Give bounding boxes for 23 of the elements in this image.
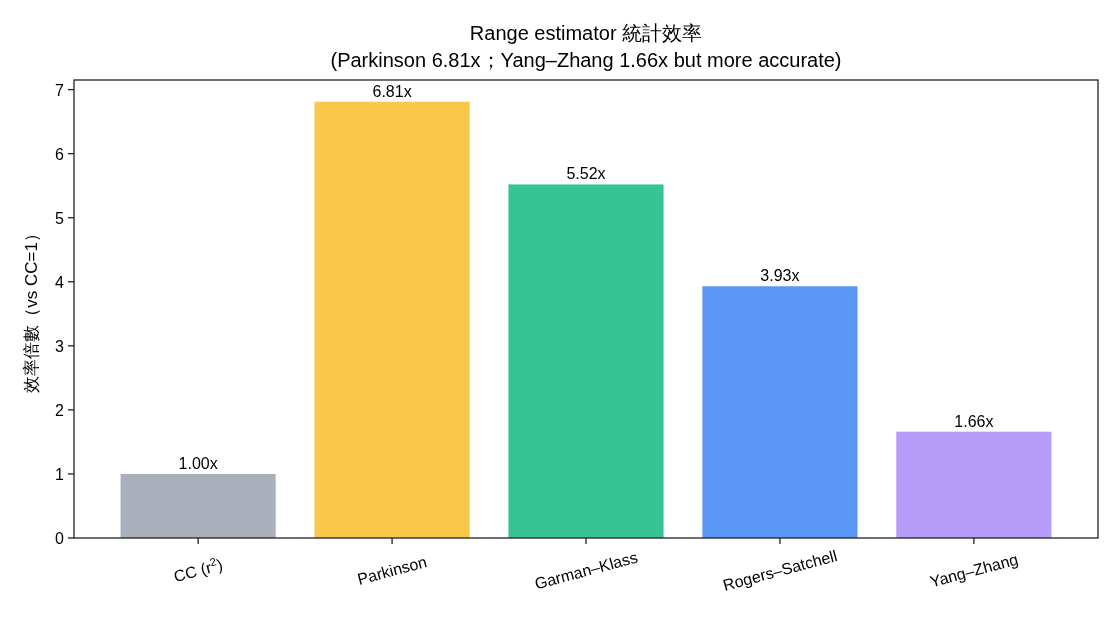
y-tick-label: 3: [55, 337, 65, 355]
x-tick-label: Parkinson: [355, 553, 429, 588]
data-label: 6.81x: [372, 82, 412, 100]
y-tick-label: 0: [55, 530, 65, 547]
x-tick-label: CC (r$^{2}$): [172, 555, 225, 586]
data-label: 3.93x: [760, 267, 800, 285]
y-tick-label: 4: [55, 273, 65, 291]
bar: [508, 184, 664, 538]
bar: [896, 431, 1052, 538]
y-tick-label: 5: [55, 209, 65, 227]
chart-title: Range estimator 統計效率: [469, 22, 703, 44]
data-label: 1.66x: [954, 412, 994, 430]
y-tick-label: 1: [55, 465, 65, 483]
bar: [314, 101, 470, 538]
bar: [702, 286, 858, 538]
chart-subtitle: (Parkinson 6.81x；Yang–Zhang 1.66x but more accurate): [330, 49, 842, 71]
data-label: 1.00x: [178, 454, 218, 472]
y-tick-label: 7: [55, 81, 65, 99]
bar: [120, 473, 276, 538]
data-label: 5.52x: [566, 165, 606, 183]
y-tick-label: 6: [55, 145, 65, 163]
y-axis-title: 效率倍數（vs CC=1）: [22, 225, 41, 393]
y-tick-label: 2: [55, 401, 65, 419]
